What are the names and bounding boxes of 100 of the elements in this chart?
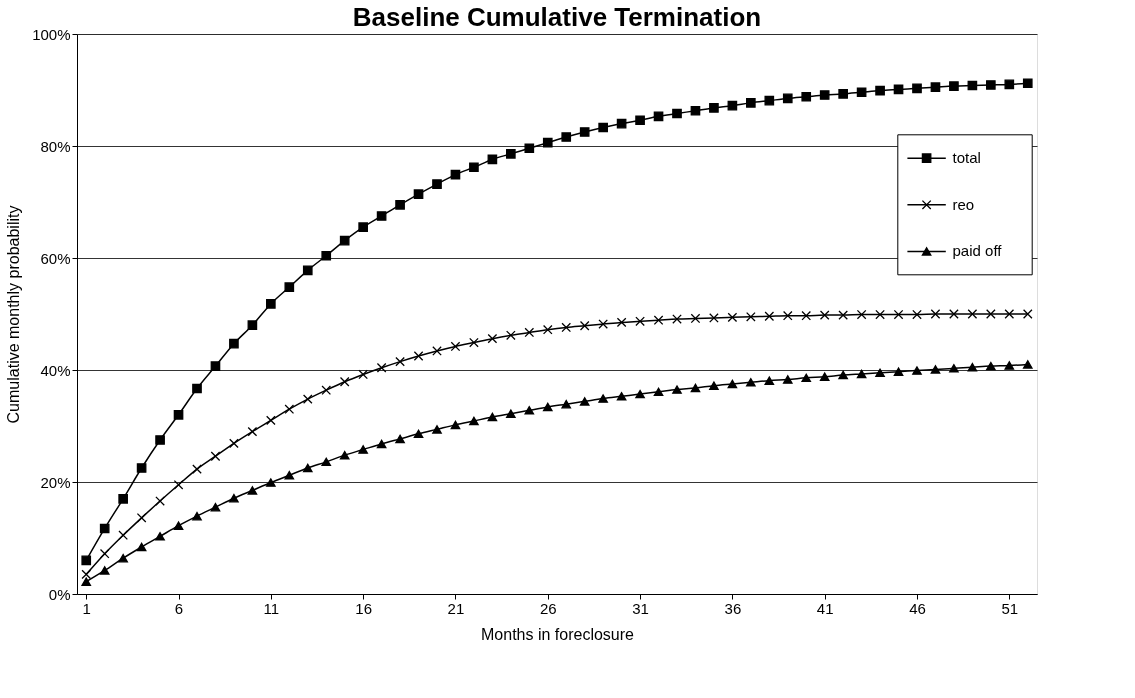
point	[81, 577, 92, 586]
y-tick-label: 20%	[40, 473, 71, 491]
point	[709, 103, 719, 113]
point	[838, 310, 848, 320]
point	[81, 569, 92, 580]
point	[81, 555, 92, 566]
point	[339, 235, 350, 246]
legend-label: total	[952, 149, 981, 167]
x-tick-label: 6	[174, 599, 184, 617]
point	[432, 179, 442, 189]
point	[173, 409, 184, 420]
point	[358, 222, 368, 233]
point	[893, 309, 904, 320]
point	[469, 416, 479, 426]
point	[321, 250, 332, 261]
point	[506, 330, 516, 341]
point	[856, 369, 867, 379]
point	[635, 316, 645, 327]
point	[986, 361, 996, 371]
point	[302, 394, 313, 404]
point	[321, 457, 332, 467]
x-tick-label: 31	[632, 599, 649, 617]
point	[155, 435, 165, 445]
y-tick-label: 80%	[40, 137, 71, 155]
y-tick-label: 100%	[32, 25, 71, 43]
point	[930, 82, 941, 93]
x-tick-label: 51	[1001, 599, 1019, 617]
point	[1004, 309, 1015, 319]
x-tick-label: 46	[909, 599, 926, 617]
point	[284, 282, 295, 292]
point	[524, 327, 535, 338]
x-tick-label: 16	[355, 599, 372, 617]
point	[764, 376, 775, 385]
point	[99, 566, 110, 575]
point	[986, 80, 996, 90]
point	[450, 341, 461, 352]
point	[875, 309, 885, 320]
point	[579, 320, 590, 331]
point	[284, 404, 295, 415]
point	[912, 309, 922, 320]
y-tick-label: 60%	[40, 249, 71, 267]
point	[413, 429, 424, 439]
point	[819, 372, 830, 381]
point	[764, 95, 775, 106]
point	[136, 513, 147, 523]
point	[413, 189, 424, 199]
point	[118, 530, 128, 541]
x-tick-label: 41	[816, 599, 834, 617]
point	[284, 471, 295, 480]
point	[635, 115, 645, 126]
point	[506, 149, 516, 159]
point	[469, 162, 479, 173]
point	[395, 434, 405, 444]
point	[801, 310, 812, 321]
point	[579, 127, 590, 137]
point	[339, 450, 350, 460]
point	[376, 362, 387, 373]
x-tick-label: 36	[724, 599, 742, 617]
point	[598, 122, 608, 133]
point	[395, 356, 405, 367]
point	[450, 420, 461, 430]
point	[986, 309, 996, 319]
point	[875, 85, 885, 96]
point	[247, 426, 258, 437]
point	[838, 370, 848, 380]
point	[506, 409, 516, 418]
point	[930, 309, 941, 319]
point	[653, 387, 664, 397]
y-axis-title: Cumulative monthly probability	[5, 205, 23, 424]
x-tick-label: 11	[263, 599, 280, 617]
point	[266, 478, 276, 487]
point	[653, 111, 664, 122]
point	[395, 199, 405, 210]
y-tick-label: 0%	[48, 585, 71, 603]
point	[542, 324, 553, 335]
point	[598, 394, 608, 403]
point	[136, 542, 147, 552]
point	[727, 312, 738, 323]
point	[339, 376, 350, 387]
point	[247, 486, 258, 495]
point	[524, 143, 535, 154]
point	[229, 493, 239, 503]
point	[949, 309, 959, 319]
point	[155, 532, 165, 541]
point	[949, 364, 959, 373]
point	[672, 385, 682, 394]
legend-label: reo	[952, 195, 975, 213]
point	[321, 385, 332, 395]
point	[672, 314, 682, 324]
point	[1004, 79, 1015, 90]
point	[598, 319, 608, 329]
point	[561, 132, 572, 142]
point	[432, 425, 442, 434]
point	[801, 373, 812, 383]
point	[247, 320, 258, 331]
point	[875, 368, 885, 378]
point	[358, 445, 368, 454]
point	[155, 496, 165, 506]
y-tick-label: 40%	[40, 361, 71, 379]
point	[930, 365, 941, 374]
